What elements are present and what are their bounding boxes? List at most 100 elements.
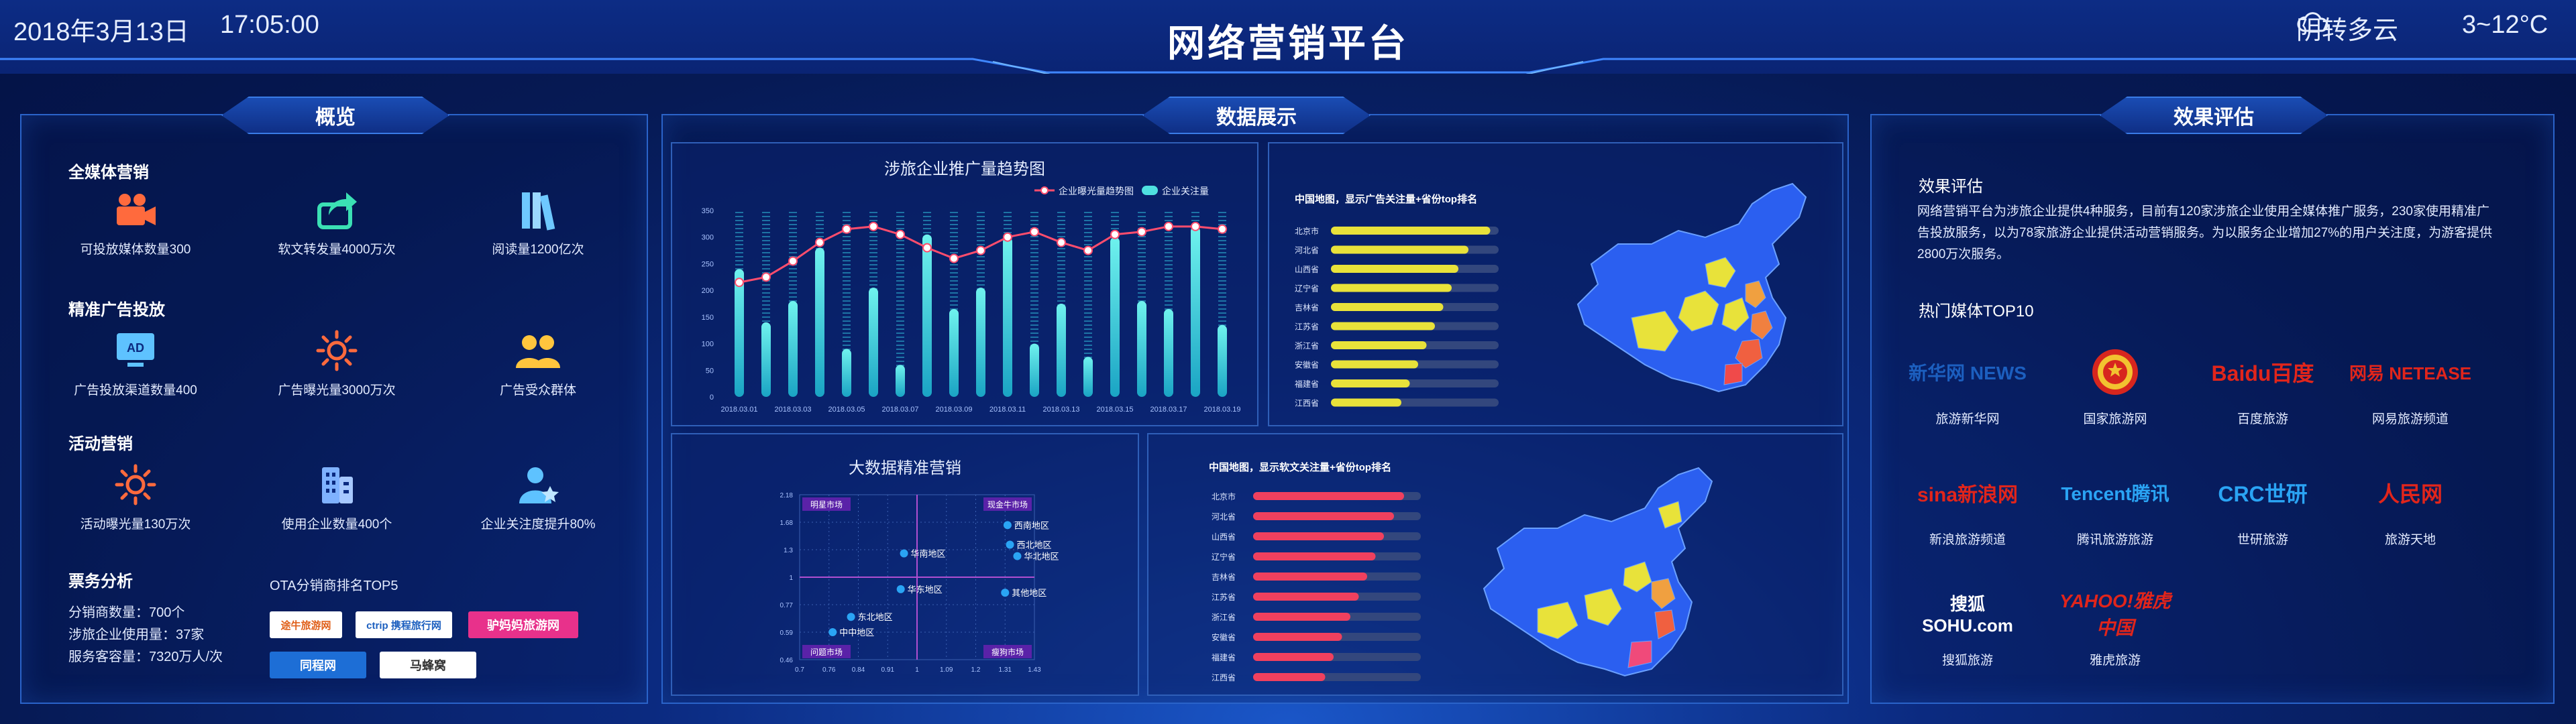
x-tick-label: 2018.03.01 bbox=[720, 406, 757, 414]
bar-attention bbox=[896, 365, 905, 397]
y-tick-label: 200 bbox=[702, 287, 714, 295]
x-tick-label: 0.91 bbox=[881, 666, 895, 674]
ota-lvmama-logo[interactable]: 驴妈妈旅游网 bbox=[468, 611, 578, 638]
stat-enterprise-count: 使用企业数量400个 bbox=[236, 461, 437, 532]
media-netease[interactable]: 网易 NETEASE 网易旅游频道 bbox=[2347, 342, 2474, 427]
media-name: 网易旅游频道 bbox=[2371, 412, 2449, 426]
bar-attention bbox=[869, 288, 878, 397]
ota-ctrip-logo[interactable]: ctrip 携程旅行网 bbox=[356, 611, 452, 638]
rank-bar-fill bbox=[1331, 245, 1468, 254]
effect-title: 效果评估 bbox=[2100, 97, 2328, 134]
province-label: 浙江省 bbox=[1295, 341, 1319, 351]
x-tick-label: 2018.03.17 bbox=[1150, 406, 1187, 414]
xinhua-logo: 新华网 NEWS bbox=[1909, 363, 2027, 383]
star-user-icon bbox=[514, 461, 562, 509]
stat-label: 使用企业数量400个 bbox=[281, 518, 392, 532]
line-point bbox=[1164, 221, 1173, 231]
yahoo-logo: YAHOO!雅虎中国 bbox=[2059, 591, 2171, 638]
media-name: 旅游天地 bbox=[2384, 533, 2436, 547]
line-point bbox=[842, 224, 851, 234]
media-yahoo[interactable]: YAHOO!雅虎中国 雅虎旅游 bbox=[2051, 583, 2179, 668]
line-point bbox=[869, 221, 878, 231]
bar-attention bbox=[788, 301, 798, 397]
ticket-capacity: 服务客容量：7320万人/次 bbox=[68, 650, 223, 664]
precise-marketing-chart: 大数据精准营销 0.7 0.76 0.84 0.91 1 1.09 1.2 1.31 1.43 2… bbox=[671, 433, 1139, 696]
stat-label: 可投放媒体数量300 bbox=[80, 243, 191, 257]
scatter-point-label: 东北地区 bbox=[858, 612, 893, 622]
sohu-logo: 搜狐 SOHU.com bbox=[1922, 594, 2013, 636]
scatter-point-label: 华南地区 bbox=[911, 548, 946, 558]
x-tick-label: 2018.03.19 bbox=[1203, 406, 1240, 414]
stat-label: 广告投放渠道数量400 bbox=[74, 383, 197, 398]
media-crc[interactable]: CRC世研 世研旅游 bbox=[2199, 463, 2326, 548]
y-tick-label: 250 bbox=[702, 260, 714, 268]
scatter-point bbox=[847, 613, 855, 621]
bar-attention bbox=[735, 269, 744, 397]
rank-bar-fill bbox=[1253, 572, 1367, 581]
province-label: 北京市 bbox=[1212, 491, 1236, 501]
y-tick-label: 1.68 bbox=[780, 520, 794, 527]
header-date: 2018年3月13日 bbox=[13, 18, 189, 46]
legend-line-dot bbox=[1040, 186, 1049, 194]
bar-attention bbox=[922, 234, 932, 397]
netease-logo: 网易 NETEASE bbox=[2349, 363, 2472, 383]
quadrant-label: 瘦狗市场 bbox=[991, 647, 1024, 657]
media-sina[interactable]: sina新浪网 新浪旅游频道 bbox=[1904, 463, 2031, 548]
media-national-tourism[interactable]: 国家旅游网 bbox=[2051, 342, 2179, 427]
media-tencent[interactable]: Tencent腾讯 腾讯旅游旅游 bbox=[2051, 463, 2179, 548]
china-map-1 bbox=[1576, 182, 1807, 393]
line-point bbox=[896, 229, 905, 239]
tencent-logo: Tencent腾讯 bbox=[2061, 483, 2169, 504]
media-baidu[interactable]: Baidu百度 百度旅游 bbox=[2199, 342, 2326, 427]
ota-tuniu-logo[interactable]: 途牛旅游网 bbox=[270, 611, 342, 638]
trend-legend: 企业曝光量趋势图 企业关注量 bbox=[1034, 186, 1209, 196]
bar-attention bbox=[1191, 226, 1200, 397]
media-xinhua[interactable]: 新华网 NEWS 旅游新华网 bbox=[1904, 342, 2031, 427]
province-label: 江西省 bbox=[1212, 673, 1236, 682]
y-tick-label: 300 bbox=[702, 234, 714, 242]
province-label: 吉林省 bbox=[1212, 572, 1236, 582]
rank-bar-fill bbox=[1331, 379, 1410, 387]
ticket-enterprises: 涉旅企业使用量：37家 bbox=[68, 627, 205, 642]
quadrant-label-bg bbox=[983, 645, 1032, 658]
bar-attention bbox=[949, 308, 959, 397]
books-icon bbox=[514, 186, 562, 234]
x-tick-label: 2018.03.15 bbox=[1096, 406, 1133, 414]
stat-repost-count: 软文转发量4000万次 bbox=[236, 186, 437, 257]
scatter-chart-svg: 0.7 0.76 0.84 0.91 1 1.09 1.2 1.31 1.432.181.681… bbox=[780, 492, 1059, 674]
page-title: 网络营销平台 bbox=[1167, 22, 1409, 64]
scatter-point bbox=[1003, 521, 1012, 530]
province-label: 浙江省 bbox=[1212, 613, 1236, 622]
sun-icon bbox=[313, 326, 361, 375]
scatter-point-label: 华北地区 bbox=[1024, 552, 1059, 562]
media-sohu[interactable]: 搜狐 SOHU.com 搜狐旅游 bbox=[1904, 583, 2031, 668]
scatter-chart-title: 大数据精准营销 bbox=[849, 459, 961, 477]
line-point bbox=[1218, 224, 1227, 234]
rank-bar-fill bbox=[1331, 398, 1401, 407]
media-people[interactable]: 人民网 旅游天地 bbox=[2347, 463, 2474, 548]
video-camera-icon bbox=[111, 186, 160, 234]
quadrant-label: 问题市场 bbox=[810, 647, 843, 657]
x-tick-label: 1.09 bbox=[940, 666, 953, 674]
media-name: 腾讯旅游旅游 bbox=[2076, 533, 2153, 547]
rank-bar-fill bbox=[1253, 532, 1384, 540]
share-icon bbox=[313, 186, 361, 234]
x-tick-label: 0.7 bbox=[795, 666, 804, 674]
scatter-point bbox=[828, 628, 837, 636]
stat-attention-increase: 企业关注度提升80% bbox=[437, 461, 639, 532]
trend-chart-svg: 企业曝光量趋势图 企业关注量 0 50 100 150 200 250 300 350 2018.0… bbox=[702, 186, 1241, 414]
scatter-point-label: 华东地区 bbox=[908, 585, 943, 595]
svg-text:AD: AD bbox=[127, 341, 144, 355]
rank-bar-fill bbox=[1253, 492, 1404, 500]
province-label: 北京市 bbox=[1295, 226, 1319, 236]
line-point bbox=[815, 237, 824, 247]
province-label: 福建省 bbox=[1295, 379, 1319, 389]
x-tick-label: 2018.03.13 bbox=[1042, 406, 1079, 414]
media-name: 世研旅游 bbox=[2237, 533, 2288, 547]
y-tick-label: 0.59 bbox=[780, 629, 794, 637]
ota-mafengwo-logo[interactable]: 马蜂窝 bbox=[380, 652, 476, 678]
x-tick-label: 1.31 bbox=[999, 666, 1012, 674]
line-point bbox=[1003, 232, 1012, 242]
ota-tongcheng-logo[interactable]: 同程网 bbox=[270, 652, 366, 678]
